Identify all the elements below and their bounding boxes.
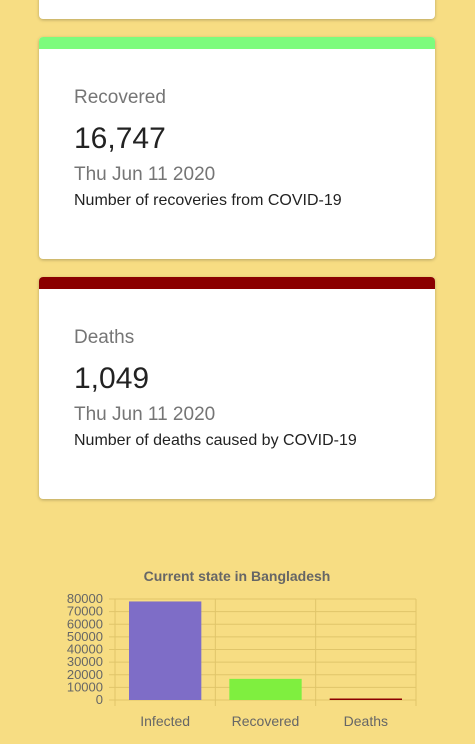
deaths-date: Thu Jun 11 2020 bbox=[74, 404, 216, 425]
chart-title: Current state in Bangladesh bbox=[144, 568, 331, 584]
y-tick-label: 0 bbox=[96, 692, 103, 707]
y-tick-label: 70000 bbox=[67, 604, 103, 619]
bar-chart: Current state in Bangladesh 0 10000 20000 3… bbox=[0, 560, 475, 739]
deaths-description: Number of deaths caused by COVID-19 bbox=[74, 432, 357, 449]
y-tick-label: 60000 bbox=[67, 616, 103, 631]
recovered-date: Thu Jun 11 2020 bbox=[74, 164, 216, 185]
y-tick-label: 30000 bbox=[67, 654, 103, 669]
y-tick-label: 80000 bbox=[67, 591, 103, 606]
bar-deaths bbox=[329, 698, 402, 700]
bar-recovered bbox=[229, 678, 302, 700]
bar-chart-svg: Current state in Bangladesh 010000200003… bbox=[67, 568, 417, 729]
x-tick-label: Recovered bbox=[232, 713, 300, 729]
bar-infected bbox=[129, 601, 202, 700]
recovered-value: 16,747 bbox=[74, 122, 166, 155]
x-tick-label: Infected bbox=[140, 713, 190, 729]
x-tick-label: Deaths bbox=[344, 713, 388, 729]
deaths-title: Deaths bbox=[74, 327, 135, 348]
deaths-accent-bar bbox=[39, 277, 435, 289]
recovered-card: Recovered 16,747 Thu Jun 11 2020 Number … bbox=[39, 37, 435, 259]
recovered-title: Recovered bbox=[74, 87, 166, 108]
y-tick-label: 20000 bbox=[67, 667, 103, 682]
deaths-card: Deaths 1,049 Thu Jun 11 2020 Number of d… bbox=[39, 277, 435, 499]
recovered-description: Number of recoveries from COVID-19 bbox=[74, 192, 342, 209]
recovered-accent-bar bbox=[39, 37, 435, 49]
y-tick-label: 10000 bbox=[67, 679, 103, 694]
y-tick-label: 40000 bbox=[67, 642, 103, 657]
infected-card bbox=[39, 0, 435, 19]
deaths-value: 1,049 bbox=[74, 362, 150, 395]
y-tick-label: 50000 bbox=[67, 629, 103, 644]
